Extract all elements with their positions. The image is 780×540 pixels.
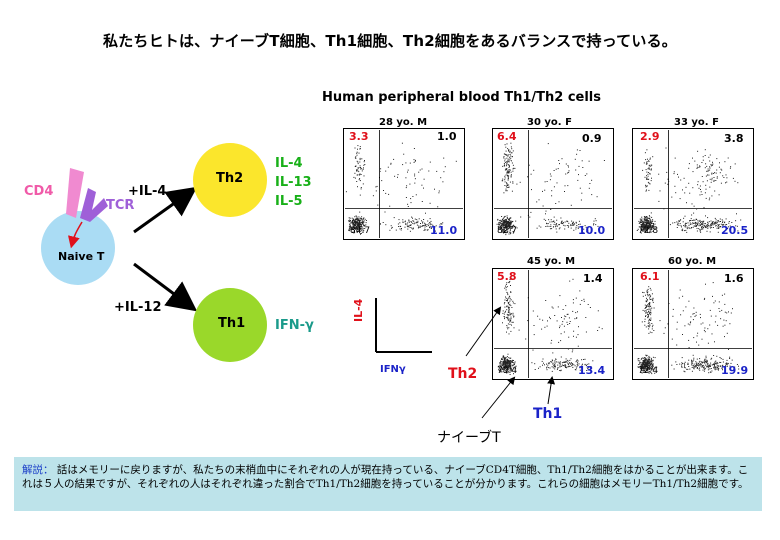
page-title: 私たちヒトは、ナイーブT細胞、Th1細胞、Th2細胞をあるバランスで持っている。	[103, 32, 677, 50]
panel-label-0: 28 yo. M	[379, 117, 428, 128]
th1-label: Th1	[218, 316, 246, 331]
panel-label-1: 30 yo. F	[527, 117, 572, 128]
quad-lr-4: 19.9	[721, 364, 749, 377]
quad-ul-2: 2.9	[640, 130, 660, 143]
tcr-label: TCR	[106, 198, 135, 213]
th2-label: Th2	[216, 171, 244, 186]
quad-ur-4: 1.6	[724, 272, 744, 285]
plot-frame	[632, 268, 754, 380]
il12-arrow	[133, 262, 198, 312]
th2-annotation: Th2	[448, 366, 478, 382]
flow-panel-30f	[492, 128, 614, 240]
flow-panel-28m	[343, 128, 465, 240]
naive-t-label: Naive T	[58, 250, 105, 263]
th2-cytokine-il4: IL-4	[275, 156, 303, 171]
panel-label-4: 60 yo. M	[668, 256, 717, 267]
quad-lr-1: 10.0	[578, 224, 606, 237]
th1-cytokine-ifng: IFN-γ	[275, 318, 314, 333]
flow-panel-45m	[492, 268, 614, 380]
cd4-receptor	[66, 168, 84, 218]
cd4-label: CD4	[24, 184, 54, 199]
note-text: 話はメモリーに戻りますが、私たちの末梢血中にそれぞれの人が現在持っている、ナイー…	[22, 464, 749, 490]
flow-plot-4	[632, 268, 754, 380]
il4-arrow-label: +IL-4	[128, 184, 167, 199]
panel-label-3: 45 yo. M	[527, 256, 576, 267]
quad-ll-3: 79.4	[497, 366, 518, 376]
flow-plot-3	[492, 268, 614, 380]
flow-plot-0	[343, 128, 465, 240]
panel-label-2: 33 yo. F	[674, 117, 719, 128]
il4-arrow	[133, 186, 198, 234]
axis-indicator	[375, 298, 432, 353]
flow-plot-1	[492, 128, 614, 240]
y-axis-label: IL-4	[352, 298, 365, 322]
quad-ll-0: 84.7	[350, 226, 371, 236]
quad-ul-4: 6.1	[640, 270, 660, 283]
quad-ur-2: 3.8	[724, 132, 744, 145]
quad-ur-0: 1.0	[437, 130, 457, 143]
flow-panel-33f	[632, 128, 754, 240]
quad-ll-1: 82.7	[497, 226, 518, 236]
quad-lr-3: 13.4	[578, 364, 606, 377]
quad-ur-1: 0.9	[582, 132, 602, 145]
th2-cell	[193, 143, 267, 217]
quad-ul-1: 6.4	[497, 130, 517, 143]
quad-lr-0: 11.0	[430, 224, 458, 237]
th1-cell	[193, 288, 267, 362]
x-axis-label: IFNγ	[380, 364, 406, 375]
il12-arrow-label: +IL-12	[114, 300, 162, 315]
explanation-note: 解説： 話はメモリーに戻りますが、私たちの末梢血中にそれぞれの人が現在持っている…	[14, 457, 762, 511]
th2-cytokine-il5: IL-5	[275, 194, 303, 209]
quad-ul-0: 3.3	[349, 130, 369, 143]
note-label: 解説：	[22, 464, 54, 476]
quad-ul-3: 5.8	[497, 270, 517, 283]
naive-annotation: ナイーブT	[437, 430, 501, 446]
tcr-receptor	[80, 188, 108, 222]
naive-t-cell	[41, 211, 115, 285]
panels-title: Human peripheral blood Th1/Th2 cells	[322, 90, 602, 105]
quad-ur-3: 1.4	[583, 272, 603, 285]
flow-plot-2	[632, 128, 754, 240]
signal-arrow	[67, 221, 83, 249]
th1-annotation: Th1	[533, 406, 563, 422]
flow-panel-60m	[632, 268, 754, 380]
annotation-arrows	[465, 306, 556, 419]
quad-lr-2: 20.5	[721, 224, 749, 237]
quad-ll-4: 72.4	[638, 366, 659, 376]
th2-cytokine-il13: IL-13	[275, 175, 312, 190]
quad-ll-2: 72.8	[638, 226, 659, 236]
differentiation-diagram	[41, 143, 267, 362]
